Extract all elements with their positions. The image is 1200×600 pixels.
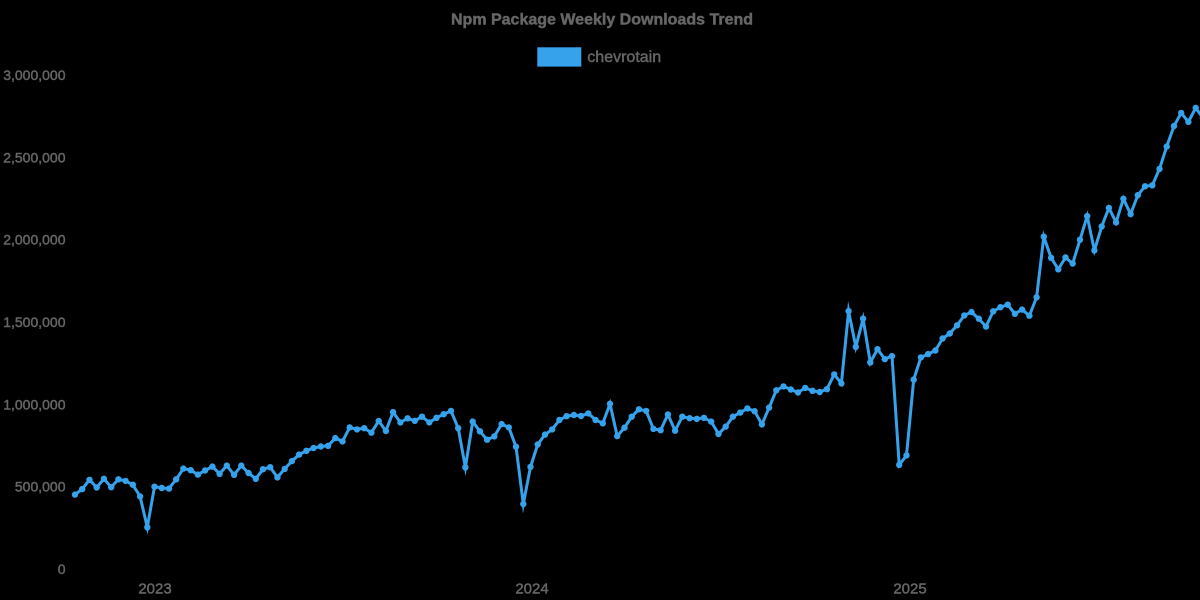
svg-text:chevrotain: chevrotain [587,49,661,66]
svg-text:2,000,000: 2,000,000 [3,232,65,248]
svg-text:1,000,000: 1,000,000 [3,396,65,412]
svg-text:2023: 2023 [138,581,171,598]
svg-text:2,500,000: 2,500,000 [3,149,65,165]
svg-text:2024: 2024 [515,581,548,598]
svg-text:Npm Package Weekly Downloads T: Npm Package Weekly Downloads Trend [451,12,753,29]
svg-text:1,500,000: 1,500,000 [3,314,65,330]
svg-text:2025: 2025 [893,581,926,598]
svg-text:0: 0 [58,561,66,577]
svg-text:3,000,000: 3,000,000 [3,67,65,83]
svg-text:500,000: 500,000 [15,479,66,495]
